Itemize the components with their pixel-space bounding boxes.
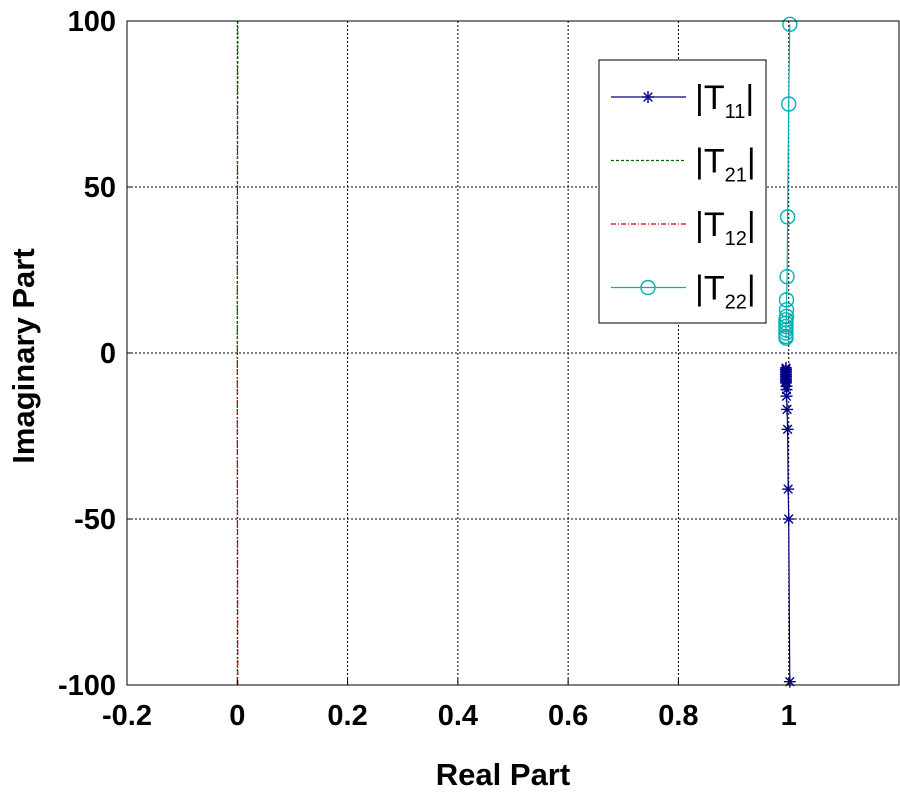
asterisk-marker <box>642 91 654 103</box>
x-tick-label: 1 <box>781 700 797 732</box>
legend-label-main: |T <box>695 270 725 308</box>
legend-label-end: | <box>747 206 756 244</box>
asterisk-stroke <box>643 92 653 102</box>
asterisk-marker <box>782 513 795 525</box>
x-tick-label: 0.4 <box>438 700 478 732</box>
asterisk-stroke <box>782 404 792 415</box>
circle-marker <box>782 16 798 33</box>
x-tick-label: 0.6 <box>548 700 588 732</box>
y-axis-label: Imaginary Part <box>6 248 41 463</box>
legend-entry: |T21| <box>611 143 756 187</box>
legend-label-subscript: 12 <box>725 228 747 250</box>
asterisk-marker <box>783 675 796 688</box>
y-tick-label: -50 <box>74 504 116 536</box>
legend-label: |T12| <box>695 206 756 250</box>
y-tick-label: 50 <box>84 172 116 204</box>
legend-box <box>598 59 767 324</box>
circle-marker <box>779 209 796 225</box>
circle-marker <box>778 292 795 308</box>
legend-label: |T11| <box>695 79 754 123</box>
circle-marker <box>779 268 795 285</box>
legend-label-main: |T <box>695 79 725 117</box>
series-line <box>236 20 239 353</box>
legend: |T11||T21||T12||T22| <box>598 59 767 324</box>
circle-marker <box>781 96 797 112</box>
legend-entry: |T12| <box>611 206 756 250</box>
circle-marker <box>778 312 794 328</box>
asterisk-marker <box>781 423 794 436</box>
asterisk-stroke <box>782 424 793 435</box>
asterisk-stroke <box>783 484 793 494</box>
series-line <box>785 24 791 339</box>
legend-entry: |T22| <box>611 270 756 314</box>
x-tick-label: 0.8 <box>658 700 698 732</box>
legend-label-subscript: 21 <box>725 165 747 187</box>
legend-entry: |T11| <box>611 79 754 123</box>
x-tick-label: -0.2 <box>102 700 152 732</box>
asterisk-marker <box>782 483 795 496</box>
legend-label-end: | <box>745 79 754 117</box>
circle-marker <box>778 325 794 341</box>
legend-label-end: | <box>747 270 756 308</box>
asterisk-stroke <box>783 514 794 524</box>
x-axis-label: Real Part <box>436 757 570 792</box>
asterisk-stroke <box>781 363 791 373</box>
legend-label-main: |T <box>695 206 725 244</box>
circle-marker <box>778 318 794 335</box>
y-tick-label: 100 <box>68 6 116 38</box>
legend-label-subscript: 22 <box>725 292 747 314</box>
y-tick-label: -100 <box>58 670 116 702</box>
legend-label-main: |T <box>695 143 725 181</box>
circle-marker <box>778 330 794 346</box>
legend-label: |T21| <box>695 143 756 187</box>
series-11 <box>779 361 796 688</box>
x-tick-label: 0 <box>229 700 245 732</box>
series-21 <box>236 20 239 353</box>
legend-label: |T22| <box>695 270 756 314</box>
asterisk-marker <box>779 361 792 374</box>
legend-label-end: | <box>747 143 756 181</box>
tick-labels: -0.2 0 0.2 0.4 0.6 0.8 1 -100 -50 0 50 100 <box>58 6 797 732</box>
series-22 <box>778 16 798 346</box>
circle-marker <box>778 322 794 338</box>
series-layer <box>236 16 798 688</box>
legend-label-subscript: 11 <box>725 101 746 123</box>
asterisk-marker <box>781 403 794 416</box>
circle-marker <box>640 279 656 296</box>
x-tick-label: 0.2 <box>327 700 367 732</box>
circle-marker <box>778 315 794 331</box>
y-tick-label: 0 <box>100 338 116 370</box>
